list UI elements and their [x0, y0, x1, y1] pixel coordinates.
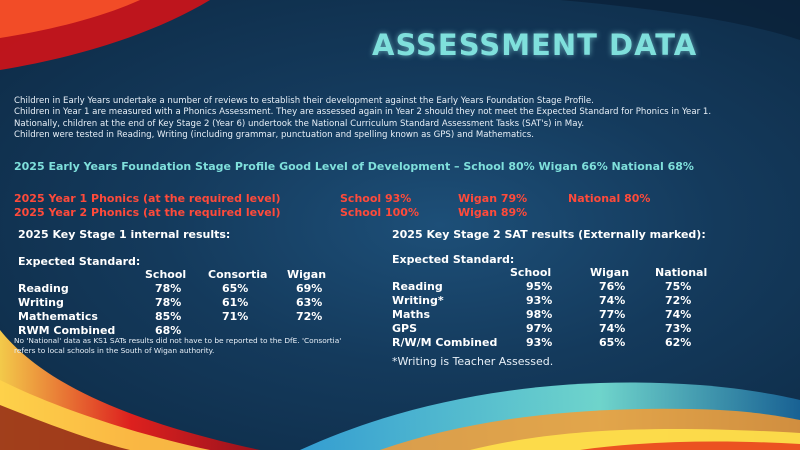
ks1-col-header: Wigan: [287, 268, 327, 281]
ks2-cell: 97%: [526, 322, 553, 335]
intro-text: Children in Early Years undertake a numb…: [14, 96, 784, 142]
ks1-row-subject: Mathematics: [18, 310, 98, 323]
ks2-row-subject: R/W/M Combined: [392, 336, 498, 349]
ks2-cell: 73%: [665, 322, 692, 335]
ks2-cell: 77%: [599, 308, 626, 321]
ks1-cell: 71%: [222, 310, 249, 323]
ks2-cell: 74%: [599, 322, 626, 335]
ks1-col-header: Consortia: [208, 268, 268, 281]
ks2-row-subject: Maths: [392, 308, 431, 321]
ks1-cell: 69%: [296, 282, 323, 295]
ks1-note: No 'National' data as KS1 SATs results d…: [14, 336, 342, 355]
ks1-row-subject: Reading: [18, 282, 69, 295]
ks2-cell: 95%: [526, 280, 553, 293]
ks1-cell: 85%: [155, 310, 182, 323]
ks1-cell: 68%: [155, 324, 182, 337]
ks2-cell: 76%: [599, 280, 626, 293]
ks2-cell: 75%: [665, 280, 692, 293]
ks2-cell: 98%: [526, 308, 553, 321]
ks2-heading: 2025 Key Stage 2 SAT results (Externally…: [392, 228, 706, 241]
phonics-y1-label: 2025 Year 1 Phonics (at the required lev…: [14, 192, 281, 205]
ks1-cell: 78%: [155, 296, 182, 309]
ks1-row-subject: Writing: [18, 296, 64, 309]
eyfs-result: 2025 Early Years Foundation Stage Profil…: [14, 160, 694, 173]
ks1-cell: 63%: [296, 296, 323, 309]
ks2-cell: 93%: [526, 336, 553, 349]
ks1-cell: 65%: [222, 282, 249, 295]
ks2-col-header: Wigan: [590, 266, 630, 279]
ks2-cell: 74%: [599, 294, 626, 307]
phonics-y2-label: 2025 Year 2 Phonics (at the required lev…: [14, 206, 281, 219]
ks1-cell: 72%: [296, 310, 323, 323]
ks1-heading: 2025 Key Stage 1 internal results:: [18, 228, 231, 241]
ks2-row-subject: GPS: [392, 322, 418, 335]
ks1-cell: 61%: [222, 296, 249, 309]
ks2-cell: 93%: [526, 294, 553, 307]
ks2-row-subject: Writing*: [392, 294, 444, 307]
phonics-y1-school: School 93%: [340, 192, 412, 205]
ks2-note: *Writing is Teacher Assessed.: [392, 355, 554, 368]
ks1-subheading: Expected Standard:: [18, 255, 141, 268]
page-title: ASSESSMENT DATA: [372, 28, 698, 62]
ks2-cell: 65%: [599, 336, 626, 349]
phonics-y1-wigan: Wigan 79%: [458, 192, 528, 205]
ks2-col-header: National: [655, 266, 708, 279]
ks2-subheading: Expected Standard:: [392, 253, 515, 266]
ks1-cell: 78%: [155, 282, 182, 295]
phonics-y2-wigan: Wigan 89%: [458, 206, 528, 219]
ks1-col-header: School: [145, 268, 187, 281]
phonics-y1-national: National 80%: [568, 192, 651, 205]
ks2-col-header: School: [510, 266, 552, 279]
intro-line: Children were tested in Reading, Writing…: [14, 130, 534, 141]
ks2-cell: 62%: [665, 336, 692, 349]
intro-line: Children in Year 1 are measured with a P…: [14, 107, 712, 118]
ks2-cell: 74%: [665, 308, 692, 321]
ks2-cell: 72%: [665, 294, 692, 307]
ks2-row-subject: Reading: [392, 280, 443, 293]
phonics-y2-school: School 100%: [340, 206, 419, 219]
intro-line: Nationally, children at the end of Key S…: [14, 118, 585, 129]
intro-line: Children in Early Years undertake a numb…: [14, 96, 594, 106]
ks1-row-subject: RWM Combined: [18, 324, 116, 337]
